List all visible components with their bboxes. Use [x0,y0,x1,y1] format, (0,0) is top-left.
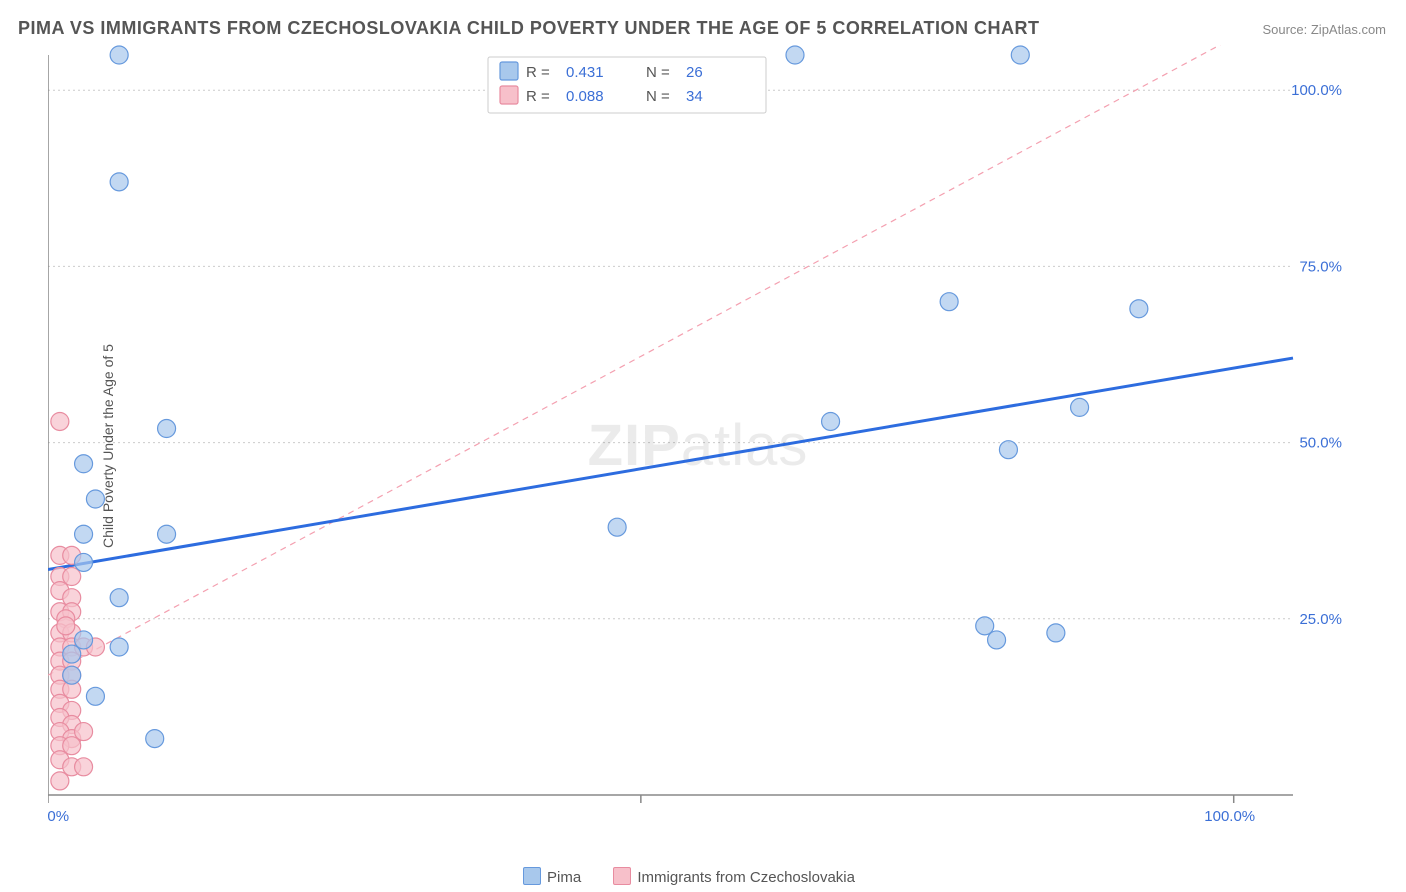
svg-text:25.0%: 25.0% [1299,611,1342,628]
trendline-czech [48,45,1293,675]
svg-text:34: 34 [686,88,703,105]
series-legend: Pima Immigrants from Czechoslovakia [0,867,1406,886]
source-attribution: Source: ZipAtlas.com [1262,22,1386,37]
svg-text:0.0%: 0.0% [48,808,69,825]
svg-text:75.0%: 75.0% [1299,258,1342,275]
svg-text:N =: N = [646,88,670,105]
chart-svg: ZIPatlas 25.0%50.0%75.0%100.0% 0.0%100.0… [48,45,1348,835]
legend-label-pima: Pima [547,869,581,886]
svg-text:0.088: 0.088 [566,88,604,105]
trendline-pima [48,358,1293,569]
svg-text:R =: R = [526,88,550,105]
svg-text:N =: N = [646,64,670,81]
scatter-plot: ZIPatlas 25.0%50.0%75.0%100.0% 0.0%100.0… [48,45,1348,835]
svg-text:26: 26 [686,64,703,81]
legend-swatch-pima [523,867,541,885]
x-tick-marks [48,795,1234,803]
legend-swatch-czech [613,867,631,885]
scatter-points-pima [63,46,1148,748]
legend-label-czech: Immigrants from Czechoslovakia [637,869,855,886]
svg-text:100.0%: 100.0% [1204,808,1255,825]
y-tick-labels: 25.0% 50.0% 75.0% 100.0% [1291,82,1342,628]
svg-text:100.0%: 100.0% [1291,82,1342,99]
svg-text:0.431: 0.431 [566,64,604,81]
svg-text:R =: R = [526,64,550,81]
correlation-legend: R = 0.431 N = 26 R = 0.088 N = 34 [488,57,766,113]
x-tick-labels: 0.0% 100.0% [48,808,1255,825]
chart-title: PIMA VS IMMIGRANTS FROM CZECHOSLOVAKIA C… [18,18,1040,39]
y-gridlines [48,90,1293,619]
svg-text:50.0%: 50.0% [1299,435,1342,452]
